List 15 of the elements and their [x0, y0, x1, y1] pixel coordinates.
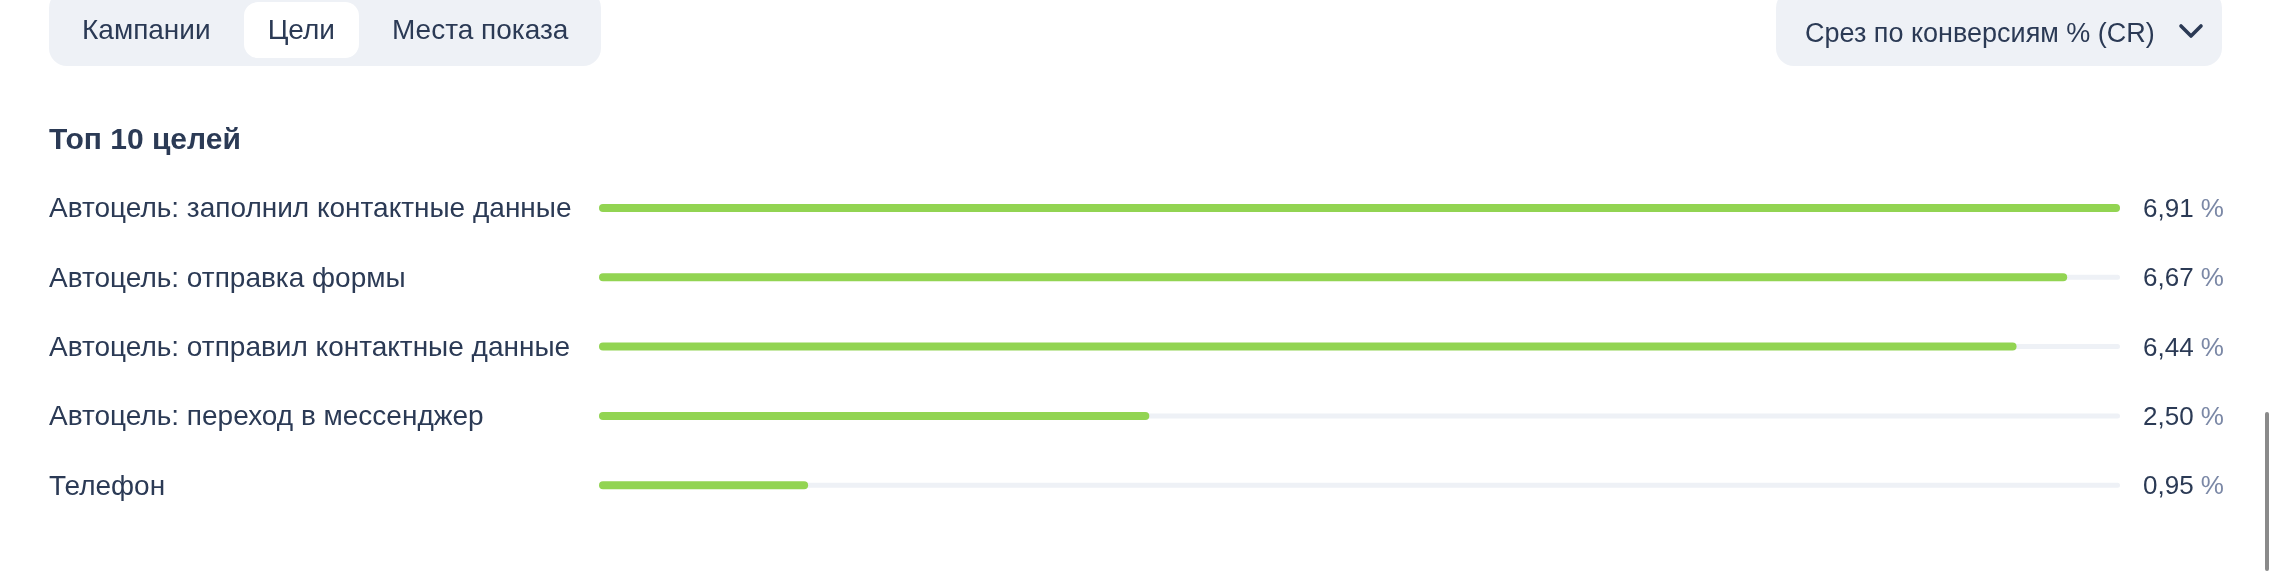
- tab-bar: Кампании Цели Места показа: [49, 0, 602, 66]
- data-label: 0,95 %: [2143, 470, 2224, 501]
- selected-tab: Цели: [243, 2, 359, 58]
- data-label: 6,44 %: [2143, 331, 2224, 362]
- y-tick-label: Автоцель: переход в мессенджер: [49, 400, 484, 432]
- data-label: 6,67 %: [2143, 262, 2224, 293]
- data-label: 2,50 %: [2143, 401, 2224, 431]
- text: Топ 10 целей: [49, 122, 241, 155]
- y-tick-label: Автоцель: отправил контактные данные: [49, 331, 571, 363]
- y-tick-label: Телефон: [49, 469, 166, 501]
- dropdown: Срез по конверсиям % (CR): [1776, 0, 2222, 66]
- data-label: 6,91 %: [2143, 193, 2224, 224]
- y-tick-label: Автоцель: заполнил контактные данные: [49, 192, 572, 224]
- bar: [599, 481, 809, 490]
- y-tick-label: Автоцель: отправка формы: [49, 261, 406, 293]
